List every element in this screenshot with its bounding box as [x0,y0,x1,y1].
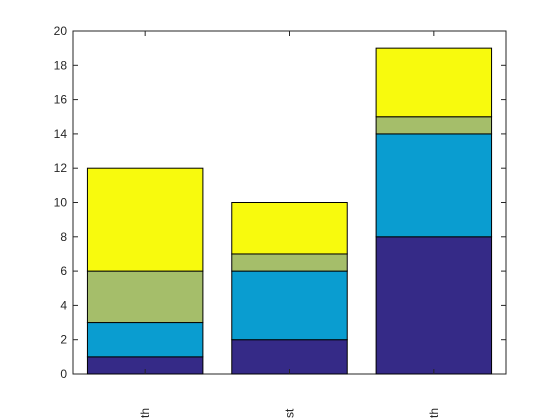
bar-segment-c0-s3 [86,167,204,272]
bar-segment-c2-s0 [375,236,493,375]
y-tick-label: 20 [54,24,68,38]
bar-segment-c1-s0 [231,339,348,375]
bar-segment-c2-s1 [375,133,493,238]
y-tick-label: 16 [54,93,68,107]
y-tick-label: 0 [60,367,67,381]
y-tick-label: 12 [54,161,68,175]
x-tick-label: st [283,408,297,418]
bar-segment-c1-s1 [231,270,348,341]
bar-segment-c0-s1 [86,322,204,358]
x-tick-label: th [427,408,441,418]
bar-segment-c1-s2 [231,253,348,272]
y-tick-label: 8 [60,230,67,244]
plot-area: 0 2 4 6 8 10 12 14 16 18 20 th st th [54,24,507,418]
y-tick-label: 4 [60,298,67,312]
y-tick-label: 14 [54,127,68,141]
bar-segment-c2-s2 [375,116,493,135]
y-tick-label: 2 [60,333,67,347]
y-tick-label: 18 [54,58,68,72]
bar-segment-c2-s3 [375,47,493,118]
bar-segment-c1-s3 [231,202,348,255]
y-tick-label: 10 [54,196,68,210]
bar-segment-c0-s2 [86,270,204,324]
x-tick-label: th [138,408,152,418]
y-tick-label: 6 [60,264,67,278]
